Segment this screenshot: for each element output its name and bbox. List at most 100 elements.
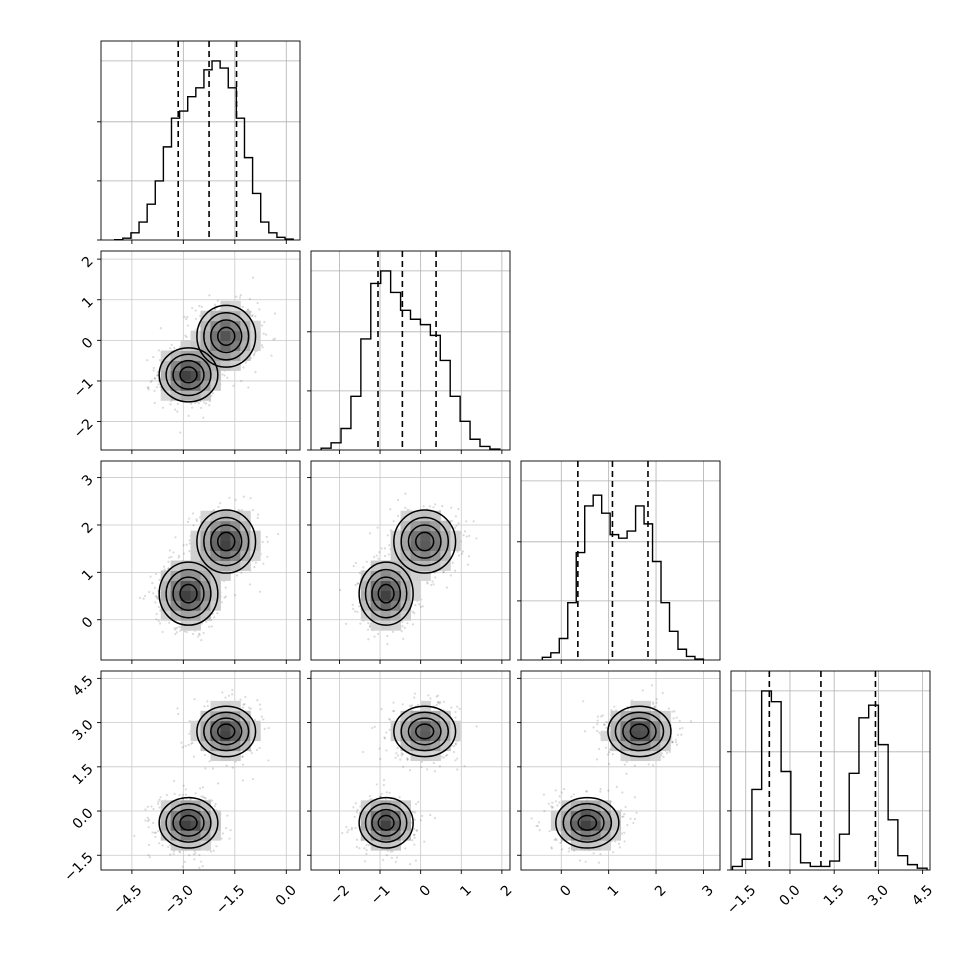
contour-2-2: [210, 524, 243, 559]
contour-1-2: [172, 576, 205, 612]
x-tick-label: 0: [417, 882, 435, 900]
scatter-panel-2-1: [100, 250, 301, 451]
contour-1-4: [158, 561, 219, 626]
x-tick-label: 2: [498, 882, 516, 900]
y-tick-label: −1.5: [61, 850, 96, 885]
contour-1-1: [179, 814, 198, 831]
contours: [158, 705, 257, 849]
contour-1-1: [179, 366, 198, 384]
y-tick-label: 2: [79, 253, 97, 271]
x-tick-label: −3.0: [162, 882, 197, 917]
y-tick-label: 4.5: [70, 673, 97, 700]
histogram-grid: [521, 461, 720, 660]
scatter-panel-3-1: [100, 460, 301, 661]
contour-1-3: [364, 568, 408, 619]
contours: [158, 304, 257, 403]
contours: [555, 705, 672, 849]
y-tick-label: 3.0: [70, 717, 97, 744]
y-tick-label: 1.5: [70, 761, 97, 788]
contour-1-2: [172, 359, 205, 390]
contour-2-1: [216, 326, 236, 346]
histogram-panel-3: [517, 460, 721, 661]
contour-2-3: [400, 711, 450, 752]
contour-2-4: [393, 509, 457, 574]
y-tick-label: 0: [79, 335, 97, 353]
histogram-grid: [731, 671, 930, 870]
contour-1-2: [570, 808, 605, 837]
contour-1-4: [158, 796, 219, 849]
y-tick-label: 3: [79, 472, 97, 490]
histogram-steps: [731, 690, 928, 870]
x-tick-label: −1.5: [213, 882, 248, 917]
scatter-panel-3-2: [310, 460, 511, 661]
x-tick-label: −4.5: [110, 882, 145, 917]
contour-2-2: [210, 319, 243, 354]
x-tick-label: 1.5: [821, 882, 848, 909]
contour-2-2: [407, 717, 442, 746]
panel-frame: [520, 670, 721, 871]
density-shading: [160, 700, 261, 851]
contour-1-3: [562, 802, 613, 843]
contour-2-4: [196, 304, 257, 368]
contour-2-3: [614, 711, 665, 752]
contour-1-1: [377, 583, 395, 604]
panel-frame: [730, 670, 931, 871]
contour-1-4: [555, 796, 620, 849]
panel-frame: [100, 250, 301, 451]
contour-2-2: [210, 717, 243, 746]
density-shading: [360, 510, 461, 631]
histogram-panel-2: [307, 250, 511, 451]
panel-frame: [100, 460, 301, 661]
contour-2-1: [216, 531, 236, 552]
contour-1-1: [577, 814, 598, 831]
contour-2-4: [607, 705, 672, 758]
contour-2-3: [400, 516, 450, 567]
contour-2-3: [203, 311, 250, 361]
x-tick-label: 3: [699, 882, 717, 900]
histogram-panel-4: [727, 670, 931, 871]
contour-2-2: [622, 717, 657, 746]
contour-1-3: [364, 802, 408, 843]
contour-2-3: [203, 516, 250, 567]
panel-frame: [310, 670, 511, 871]
histogram-steps: [114, 60, 294, 241]
histogram-grid: [101, 41, 300, 240]
scatter-grid: [311, 671, 510, 870]
y-tick-label: 0: [79, 614, 97, 632]
contour-1-3: [165, 802, 212, 843]
contour-2-3: [203, 711, 250, 752]
histogram-grid: [311, 251, 510, 450]
contour-1-4: [358, 561, 414, 626]
y-tick-label: 1: [79, 294, 97, 312]
contour-2-1: [415, 531, 435, 552]
contour-1-1: [179, 583, 198, 604]
x-tick-label: 0.0: [273, 882, 300, 909]
panel-frame: [100, 670, 301, 871]
panel-frame: [520, 460, 721, 661]
contour-2-4: [393, 705, 457, 758]
x-tick-label: 1: [605, 882, 623, 900]
x-tick-label: 0: [557, 882, 575, 900]
histogram-steps: [320, 270, 501, 450]
histogram-steps: [541, 494, 705, 660]
scatter-panel-4-3: [520, 670, 721, 871]
x-tick-label: −1.5: [724, 882, 759, 917]
contours: [158, 509, 257, 626]
contours: [358, 509, 457, 626]
contour-1-4: [358, 796, 414, 849]
panel-frame: [100, 40, 301, 241]
y-tick-label: 2: [79, 519, 97, 537]
contour-1-2: [172, 808, 205, 837]
contour-1-3: [165, 353, 212, 397]
x-tick-label: 3.0: [865, 882, 892, 909]
x-tick-label: 0.0: [777, 882, 804, 909]
contour-1-2: [371, 576, 402, 612]
histogram-panel-1: [97, 40, 301, 241]
scatter-panel-4-2: [310, 670, 511, 871]
contour-1-1: [377, 814, 395, 831]
x-tick-label: 2: [652, 882, 670, 900]
x-tick-label: 1: [457, 882, 475, 900]
scatter-panel-4-1: [100, 670, 301, 871]
contour-1-3: [165, 568, 212, 619]
